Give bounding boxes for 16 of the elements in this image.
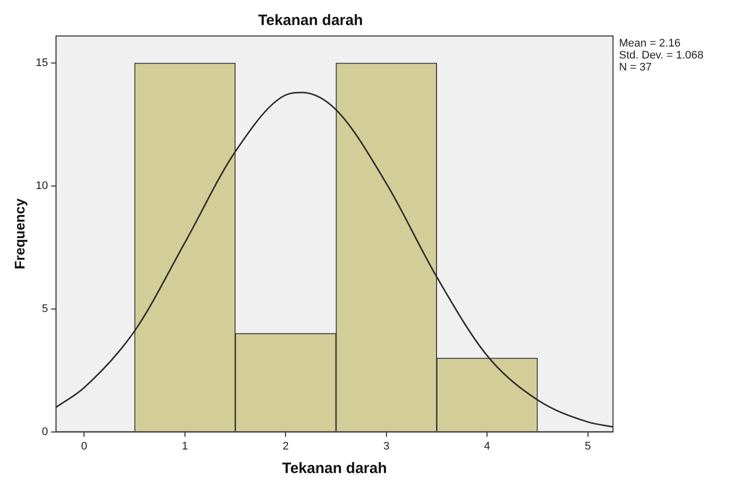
y-tick-label: 15	[36, 57, 48, 70]
text: Std. Dev. = 1.068	[619, 50, 704, 62]
x-tick-label: 1	[182, 440, 188, 452]
y-tick-label: 10	[36, 180, 48, 192]
x-tick-label: 3	[383, 440, 390, 452]
y-tick-label: 0	[42, 426, 48, 438]
y-tick-label: 5	[42, 302, 48, 315]
text: N = 37	[619, 62, 652, 74]
x-tick-label: 4	[484, 440, 490, 452]
text: Mean = 2.16	[619, 38, 680, 50]
x-tick-label: 0	[81, 440, 88, 452]
x-tick-label: 2	[282, 440, 289, 452]
x-tick-label: 5	[584, 440, 591, 452]
y-axis-title: Frequency	[11, 198, 28, 270]
x-axis-title: Tekanan darah	[282, 460, 387, 478]
chart-title: Tekanan darah	[258, 12, 363, 30]
